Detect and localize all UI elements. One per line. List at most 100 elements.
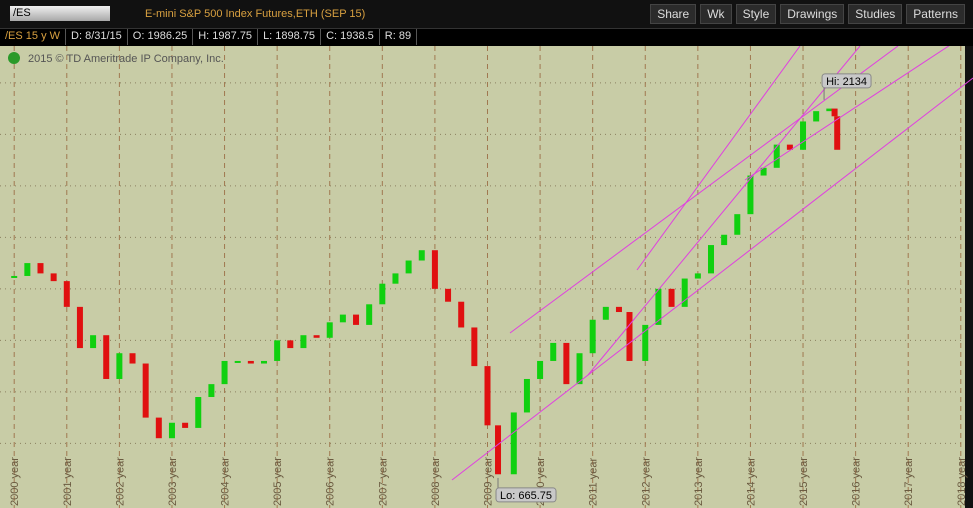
candle — [24, 263, 31, 276]
candle — [431, 250, 438, 289]
candle — [300, 335, 307, 349]
candle — [734, 214, 741, 235]
candle — [260, 360, 267, 364]
toolbar: /ES E-mini S&P 500 Index Futures,ETH (SE… — [0, 0, 973, 29]
info-bar: /ES 15 y W D: 8/31/15 O: 1986.25 H: 1987.75… — [0, 29, 973, 45]
candle — [537, 360, 544, 379]
edge — [965, 46, 973, 508]
candle — [626, 312, 633, 361]
x-tick-label: 2000 year — [9, 457, 21, 506]
candle — [379, 283, 386, 305]
candles — [11, 108, 841, 475]
candle — [655, 288, 662, 325]
description: E-mini S&P 500 Index Futures,ETH (SEP 15… — [145, 8, 366, 20]
trendline — [636, 46, 801, 271]
candle — [831, 108, 838, 117]
plot-bg — [0, 46, 965, 508]
grid: 2000 year 2001 year 2002 year 2003 year 2004… — [0, 46, 968, 508]
candle — [458, 301, 465, 328]
candle — [707, 245, 714, 274]
candle — [168, 422, 175, 439]
candle — [826, 108, 833, 112]
toolbar-button[interactable]: Drawings — [780, 4, 845, 24]
info-field: R: 89 — [380, 29, 418, 45]
candle — [63, 281, 70, 307]
x-tick-label: 2008 year — [430, 457, 442, 506]
x-tick-label: 2006 year — [325, 457, 337, 506]
candle — [287, 340, 294, 349]
candle — [773, 144, 780, 168]
candle — [155, 417, 162, 439]
x-tick-label: 2005 year — [272, 457, 284, 506]
button-group: Share Wk Style Drawings Studies Patterns — [650, 4, 965, 24]
candle — [353, 314, 360, 325]
candle — [694, 273, 701, 279]
candle — [37, 263, 44, 274]
trendline — [587, 46, 861, 376]
candle — [602, 306, 609, 320]
symbol-input[interactable]: /ES — [10, 6, 110, 21]
info-field: C: 1938.5 — [321, 29, 380, 45]
candle — [405, 260, 412, 274]
x-tick-label: 2017 year — [903, 457, 915, 506]
x-tick-label: 2004 year — [220, 457, 232, 506]
x-tick-label: 2002 year — [114, 457, 126, 506]
candle — [760, 167, 767, 176]
x-tick-label: 2013 year — [693, 457, 705, 506]
annotations: Hi: 2134 Lo: 665.75 — [495, 73, 872, 503]
candle — [510, 412, 517, 475]
candle — [366, 304, 373, 325]
candle — [813, 111, 820, 122]
toolbar-button[interactable]: Patterns — [906, 4, 965, 24]
candle — [195, 397, 202, 428]
candle — [76, 306, 83, 349]
trendline — [509, 46, 899, 334]
candle — [747, 175, 754, 215]
candle — [523, 378, 530, 413]
x-tick-label: 2018 year — [956, 457, 968, 506]
x-tick-label: 2001 year — [62, 457, 74, 506]
x-tick-label: 2003 year — [167, 457, 179, 506]
candle — [142, 363, 149, 418]
trendline — [744, 46, 950, 181]
candle — [418, 250, 425, 261]
candle — [550, 342, 557, 361]
candle — [392, 273, 399, 284]
toolbar-button[interactable]: Studies — [848, 4, 903, 24]
annotation-label: Hi: 2134 — [826, 76, 867, 88]
x-tick-label: 2011 year — [588, 458, 600, 506]
candle — [786, 144, 793, 150]
candle — [234, 360, 241, 363]
info-field: H: 1987.75 — [193, 29, 259, 45]
candle — [339, 314, 346, 323]
toolbar-button[interactable]: Wk — [700, 4, 732, 24]
info-field: /ES 15 y W — [0, 29, 67, 45]
annotation-box — [495, 487, 557, 503]
chart: 2000 year 2001 year 2002 year 2003 year 2004… — [0, 46, 973, 508]
candle — [103, 335, 110, 379]
candle — [800, 121, 807, 150]
x-tick-label: 2015 year — [798, 457, 810, 506]
candle — [576, 353, 583, 385]
candle — [589, 319, 596, 354]
toolbar-button[interactable]: Share — [650, 4, 697, 24]
candle — [90, 335, 97, 349]
candle — [274, 340, 281, 361]
annotation-box — [821, 73, 872, 89]
x-tick-label: 2007 year — [377, 457, 389, 506]
info-icon[interactable] — [8, 52, 20, 64]
x-tick-label: 2012 year — [640, 457, 652, 506]
candle — [11, 275, 18, 278]
candle — [484, 366, 491, 426]
candle — [445, 288, 452, 302]
candle — [615, 306, 622, 313]
x-tick-label: 2014 year — [745, 457, 757, 506]
info-field: O: 1986.25 — [128, 29, 194, 45]
x-tick-label: 2016 year — [851, 457, 863, 506]
candle — [642, 324, 649, 361]
toolbar-button[interactable]: Style — [735, 4, 777, 24]
candle — [247, 360, 254, 364]
annotation-label: Lo: 665.75 — [500, 490, 552, 502]
candle — [182, 422, 189, 428]
